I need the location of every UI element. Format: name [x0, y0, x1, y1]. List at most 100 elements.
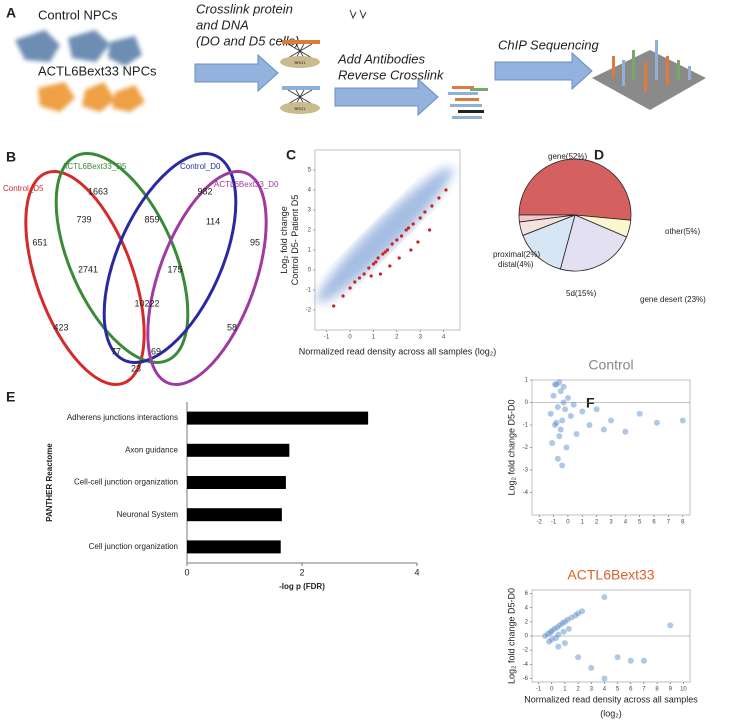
point [667, 622, 674, 629]
bar [187, 443, 290, 457]
point [601, 675, 608, 682]
point [627, 657, 634, 664]
x-tick-label: 3 [609, 520, 613, 526]
venn-set-outline [54, 152, 190, 364]
point [564, 395, 571, 401]
point [636, 410, 643, 417]
point [567, 413, 574, 419]
point [560, 628, 567, 635]
pie-slice [522, 214, 576, 270]
point [367, 266, 371, 270]
point [573, 431, 580, 437]
group-label: Control NPCs [38, 7, 118, 22]
y-tick-label: 4 [308, 188, 312, 194]
point [593, 406, 600, 413]
x-tick-label: 4 [442, 335, 446, 341]
step-text: Reverse Crosslink [338, 67, 445, 82]
x-tick-label: 4 [414, 567, 419, 577]
venn-set-label: Control_D0 [180, 162, 221, 171]
y-axis-label: Log₂ fold change D5-D0 [506, 399, 516, 495]
venn-count: 69 [151, 346, 161, 356]
point [409, 248, 413, 252]
point [565, 625, 572, 632]
venn-set-outline [102, 152, 238, 364]
point [376, 256, 380, 260]
point [423, 210, 427, 214]
point [601, 594, 608, 601]
point [614, 654, 621, 661]
point [548, 636, 555, 643]
point [586, 422, 593, 428]
bar [187, 540, 281, 554]
point [560, 383, 567, 390]
x-tick-label: -2 [537, 520, 543, 526]
point [385, 248, 390, 252]
x-tick-label: 9 [669, 687, 673, 693]
y-tick-label: 0 [525, 400, 529, 406]
point [444, 188, 448, 192]
y-tick-label: 4 [525, 605, 529, 611]
point [348, 286, 352, 290]
point [548, 628, 555, 635]
y-axis-label: PANTHER Reactome [45, 443, 54, 522]
slice-label: other(5%) [665, 227, 700, 236]
venn-count: 175 [167, 264, 182, 274]
step-text: Crosslink protein [196, 1, 293, 16]
point [547, 629, 554, 636]
point [406, 226, 411, 230]
point [570, 401, 577, 408]
venn-count: 58 [227, 322, 237, 332]
x-tick-label: -1 [551, 520, 557, 526]
category-label: Axon guidance [125, 445, 178, 454]
point [551, 381, 558, 388]
x-tick-label: 1 [372, 335, 376, 341]
step-text: (DO and D5 cells) [196, 33, 299, 48]
antibody-icon [349, 9, 367, 20]
venn-count: 23 [131, 363, 141, 373]
y-tick-label: 6 [525, 591, 529, 597]
panel-label: E [6, 389, 15, 405]
point [568, 614, 575, 621]
venn-count: 859 [144, 214, 159, 224]
protein-dna [280, 40, 320, 114]
bar [187, 411, 369, 425]
venn-count: 114 [206, 216, 220, 226]
category-label: Adherens junctions interactions [67, 413, 178, 422]
panel-label: D [594, 147, 604, 163]
pie-slice [518, 158, 632, 221]
venn-count: 77 [111, 346, 121, 356]
point [371, 262, 376, 266]
sequencing-plot [592, 40, 706, 110]
y-tick-label: -4 [523, 490, 529, 496]
point [383, 250, 387, 254]
point [544, 630, 551, 637]
venn-count: 10222 [134, 298, 159, 308]
x-axis-label: Normalized read density across all sampl… [524, 694, 698, 704]
point [341, 294, 345, 298]
slice-label: gene desert (23%) [640, 295, 706, 304]
step-text: and DNA [196, 17, 249, 32]
point [561, 640, 568, 647]
x-tick-label: 2 [299, 567, 304, 577]
y-tick-label: -6 [523, 676, 529, 682]
point [353, 280, 357, 284]
point [551, 625, 558, 632]
point [437, 196, 441, 200]
venn-set-label: Control_D5 [3, 184, 44, 193]
point [556, 622, 563, 629]
bar [187, 476, 286, 489]
point [622, 428, 629, 435]
point [369, 274, 373, 278]
arrow [334, 77, 439, 117]
venn-set-outline [24, 169, 146, 387]
slice-label: proximal(2%) [493, 250, 540, 259]
y-axis-label: Log₂ fold change D5-D0 [506, 588, 516, 684]
point [362, 272, 366, 276]
y-tick-label: 2 [525, 619, 529, 625]
point [557, 388, 564, 395]
venn-count: 651 [32, 237, 47, 247]
y-tick-label: -3 [523, 468, 529, 474]
slice-label: distal(4%) [498, 260, 534, 269]
slice-label: 5d(15%) [566, 289, 597, 298]
point [579, 408, 586, 415]
